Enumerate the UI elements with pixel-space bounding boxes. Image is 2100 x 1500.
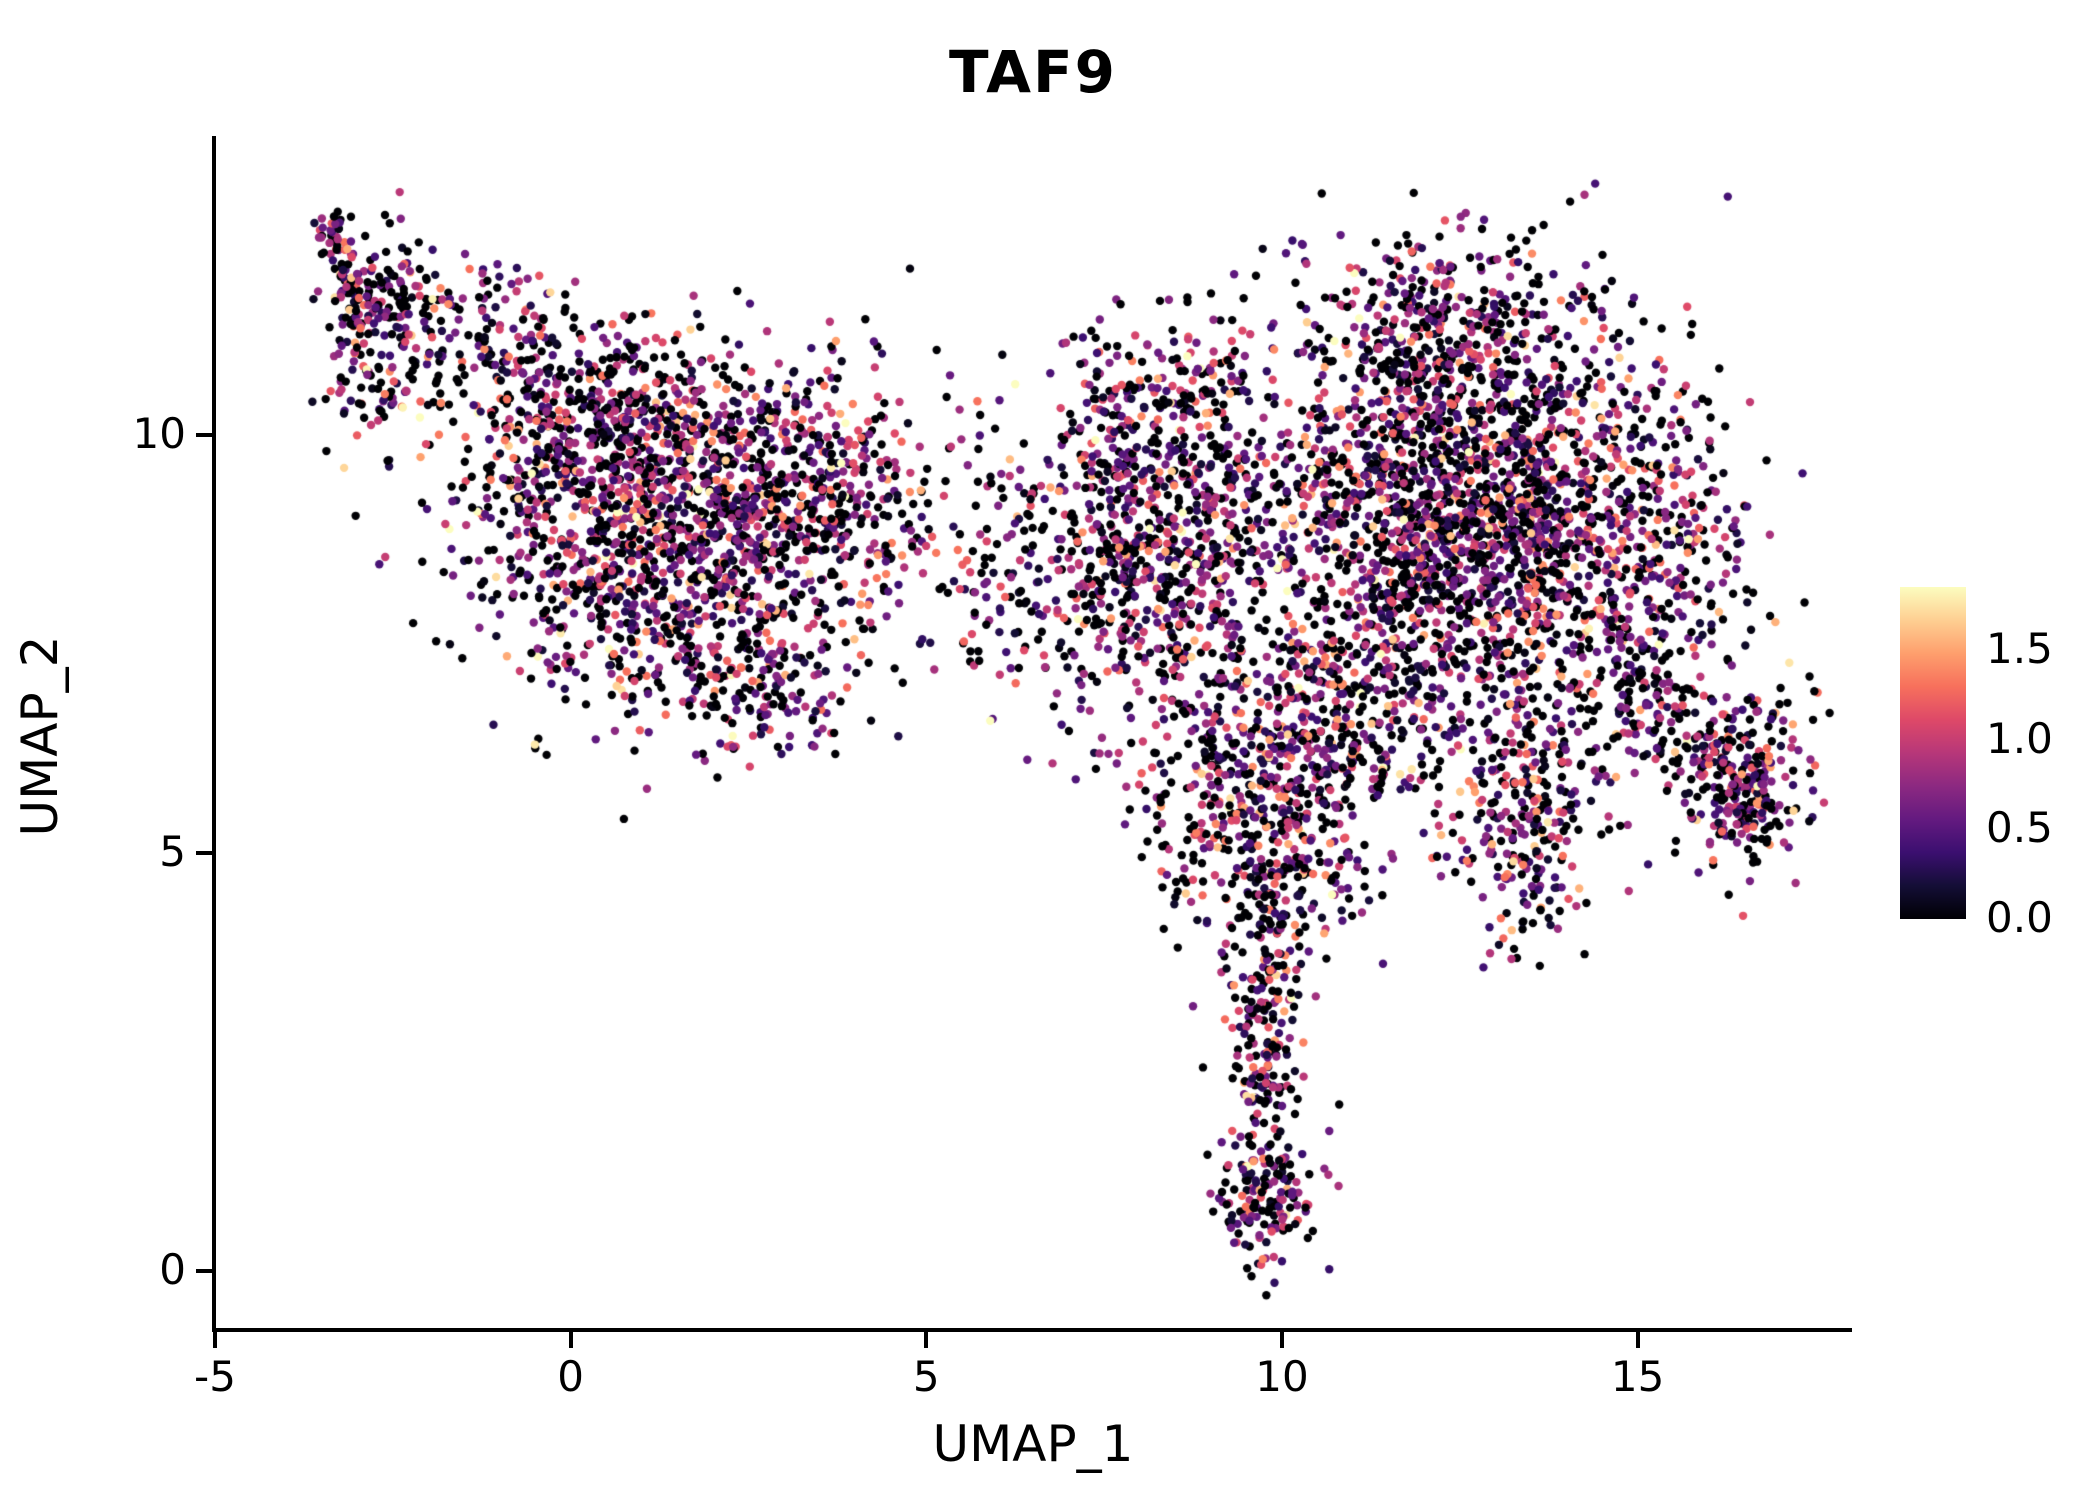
y-tick-label: 0 xyxy=(159,1245,186,1295)
x-tick-label: 10 xyxy=(1255,1352,1309,1401)
colorbar-tick-label: 1.5 xyxy=(1986,623,2053,673)
y-tick-label: 5 xyxy=(159,826,186,876)
y-tick-mark xyxy=(196,850,212,855)
x-tick-mark xyxy=(1279,1332,1284,1348)
x-tick-mark xyxy=(924,1332,929,1348)
x-tick-mark xyxy=(1635,1332,1640,1348)
colorbar-gradient xyxy=(1900,587,1966,919)
y-axis-label: UMAP_2 xyxy=(11,635,69,837)
y-tick-mark xyxy=(196,1269,212,1274)
x-axis-label: UMAP_1 xyxy=(932,1415,1134,1473)
x-tick-label: -5 xyxy=(194,1352,236,1401)
x-tick-mark xyxy=(213,1332,217,1348)
x-axis-line xyxy=(212,1328,1852,1332)
colorbar-tick-label: 0.5 xyxy=(1986,803,2053,853)
y-tick-label: 10 xyxy=(132,408,186,458)
colorbar-tick-label: 1.0 xyxy=(1986,713,2053,763)
colorbar-tick-label: 0.0 xyxy=(1986,893,2053,942)
y-tick-mark xyxy=(196,432,212,437)
x-tick-label: 5 xyxy=(912,1352,940,1401)
y-axis-line xyxy=(212,136,216,1332)
x-tick-label: 15 xyxy=(1610,1352,1665,1401)
x-tick-mark xyxy=(568,1332,573,1348)
x-tick-label: 0 xyxy=(557,1352,584,1401)
